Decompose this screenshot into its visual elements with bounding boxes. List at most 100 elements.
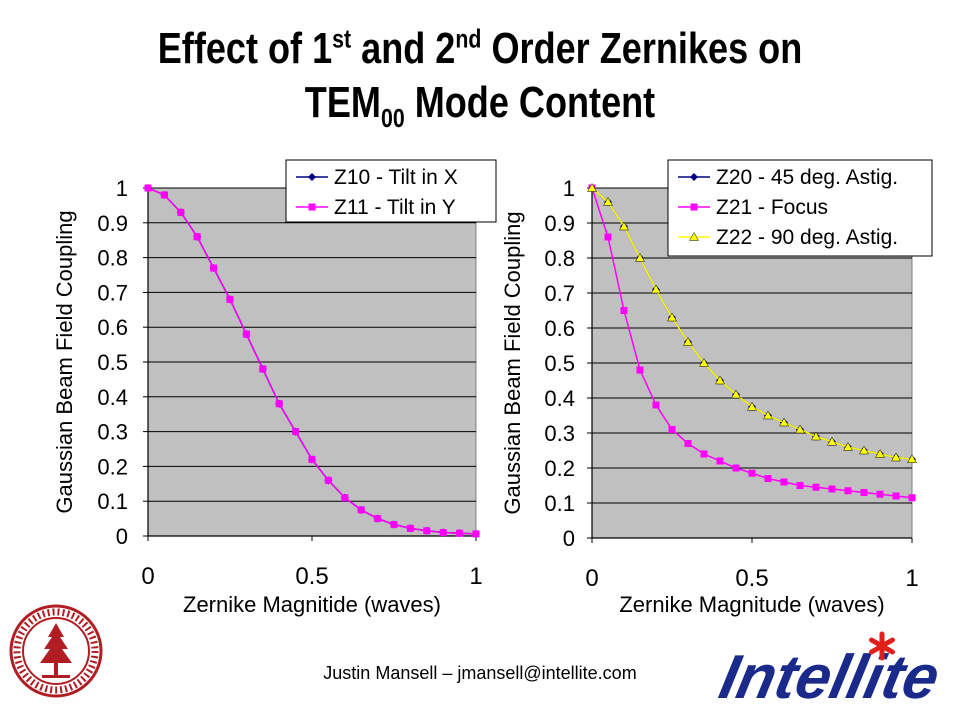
series-2	[144, 184, 480, 538]
y-tick-label: 0.2	[97, 454, 128, 479]
data-point	[699, 357, 709, 367]
data-point	[619, 221, 629, 231]
data-point	[193, 233, 201, 241]
data-point	[292, 428, 300, 436]
data-point	[779, 417, 789, 427]
logo-text: Intellite	[714, 643, 942, 706]
series-3	[587, 182, 917, 463]
title-text-5: Mode Content	[404, 78, 656, 127]
intellite-logo: Intellite	[714, 631, 942, 706]
data-point	[844, 487, 852, 495]
data-point	[667, 312, 677, 322]
data-point	[828, 485, 836, 493]
data-point	[651, 284, 661, 294]
legend: Z20 - 45 deg. Astig. Z21 - Focus Z22 - 90 …	[667, 159, 933, 257]
legend-box	[667, 159, 933, 257]
x-tick-label: 0	[585, 565, 598, 592]
title-sup-2: nd	[455, 23, 482, 54]
legend-label: Z22 - 90 deg. Astig.	[716, 226, 898, 249]
y-tick-label: 0.1	[544, 491, 575, 516]
legend-swatch-marker	[308, 173, 316, 181]
y-tick-label: 0.8	[544, 246, 575, 271]
asterisk-icon	[869, 631, 895, 661]
y-tick-label: 0.9	[97, 211, 128, 236]
legend-label: Z10 - Tilt in X	[334, 166, 458, 189]
data-point	[715, 375, 725, 385]
data-point	[456, 529, 464, 537]
data-point	[795, 424, 805, 434]
data-point	[843, 441, 853, 451]
data-point	[144, 184, 152, 192]
y-tick-label: 0.6	[544, 316, 575, 341]
y-tick-label: 0.5	[97, 350, 128, 375]
y-tick-label: 0.7	[97, 280, 128, 305]
y-tick-label: 0.9	[544, 211, 575, 236]
y-tick-label: 0.7	[544, 281, 575, 306]
y-tick-label: 0.5	[544, 351, 575, 376]
y-tick-label: 0.6	[97, 315, 128, 340]
y-tick-label: 0.3	[544, 421, 575, 446]
legend: Z10 - Tilt in X Z11 - Tilt in Y	[285, 159, 497, 223]
y-tick-label: 0.3	[97, 420, 128, 445]
data-point	[875, 448, 885, 458]
y-tick-label: 1	[563, 176, 575, 201]
data-point	[472, 530, 480, 538]
y-tick-label: 0.4	[544, 386, 575, 411]
y-tick-label: 0	[563, 526, 575, 551]
data-point	[827, 436, 837, 446]
data-point	[796, 482, 804, 489]
x-tick-label: 1	[469, 563, 482, 590]
legend-swatch-marker	[690, 173, 698, 181]
title-text-4: TEM	[304, 78, 381, 127]
data-point	[700, 450, 708, 458]
data-point	[668, 426, 676, 433]
y-tick-label: 0	[116, 524, 128, 549]
data-point	[748, 469, 756, 477]
data-point	[763, 410, 773, 420]
title-text-3: Order Zernikes on	[481, 24, 803, 73]
x-tick-label: 0.5	[735, 565, 768, 592]
data-point	[859, 445, 869, 455]
data-point	[892, 492, 900, 500]
title-sup-1: st	[332, 23, 352, 54]
data-point	[226, 295, 234, 303]
y-tick-label: 0.2	[544, 456, 575, 481]
y-tick-label: 0.1	[97, 489, 128, 514]
data-point	[716, 457, 724, 465]
x-tick-label: 0	[141, 563, 154, 590]
chart-2: 0 0.1 0.2 0.3 0.4 0.5 0.6 0.7 0.8 0.9 1 0 0.5 1 Zernik…	[500, 159, 933, 617]
data-point	[308, 455, 316, 463]
y-tick-label: 1	[116, 176, 128, 201]
data-point	[604, 233, 612, 241]
legend-label: Z20 - 45 deg. Astig.	[716, 166, 898, 189]
data-point	[635, 252, 645, 262]
university-seal-icon	[9, 604, 103, 698]
series-2	[588, 184, 916, 502]
y-axis-label: Gaussian Beam Field Coupling	[500, 211, 525, 514]
data-point	[341, 494, 349, 502]
data-point	[732, 464, 740, 472]
data-point	[812, 483, 820, 491]
data-point	[357, 506, 365, 514]
data-point	[275, 400, 283, 408]
x-tick-label: 1	[905, 565, 918, 592]
data-point	[860, 489, 868, 496]
title-text-2: and 2	[351, 24, 456, 73]
data-point	[780, 478, 788, 486]
data-point	[747, 401, 757, 411]
data-point	[683, 336, 693, 346]
data-point	[684, 440, 692, 447]
data-point	[423, 527, 431, 535]
data-point	[908, 494, 916, 502]
data-point	[603, 196, 613, 206]
title-sub: 00	[380, 102, 405, 133]
legend-label: Z21 - Focus	[716, 196, 828, 219]
data-point	[636, 366, 644, 374]
y-tick-label: 0.8	[97, 246, 128, 271]
data-point	[891, 452, 901, 462]
data-point	[324, 476, 332, 484]
data-point	[177, 208, 185, 216]
y-tick-label: 0.4	[97, 385, 128, 410]
chart-1: 0 0.1 0.2 0.3 0.4 0.5 0.6 0.7 0.8 0.9 1 0 0.5 1 Zernik…	[52, 159, 497, 617]
